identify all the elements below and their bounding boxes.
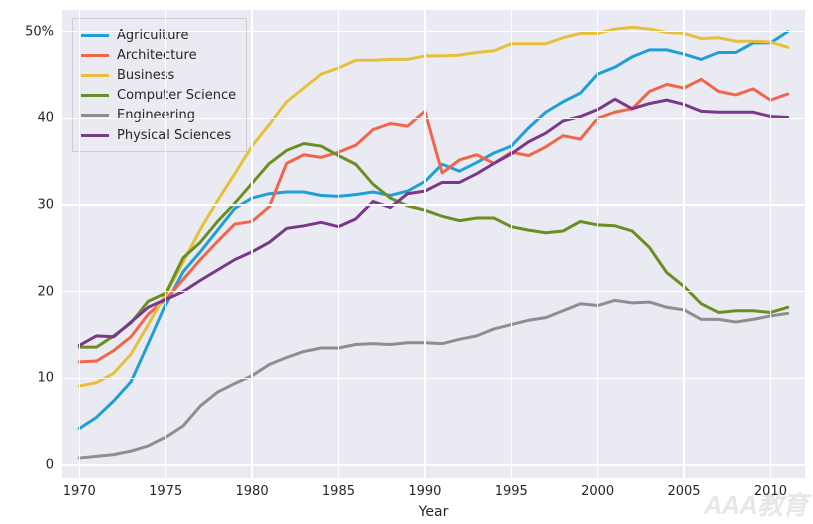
x-grid-line: [165, 10, 167, 478]
y-tick-label: 10: [37, 371, 54, 386]
x-grid-line: [338, 10, 340, 478]
series-line: [79, 300, 787, 458]
x-grid-line: [597, 10, 599, 478]
y-grid-line: [62, 118, 805, 120]
line-chart: Agriculture Architecture Business Computer …: [0, 0, 813, 524]
y-tick-label: 40: [37, 111, 54, 126]
x-tick-label: 1970: [63, 484, 96, 499]
legend-label: Architecture: [117, 48, 197, 63]
legend-item: Architecture: [81, 45, 236, 65]
x-tick-label: 1995: [495, 484, 528, 499]
x-grid-line: [79, 10, 81, 478]
x-axis-label: Year: [419, 504, 449, 520]
legend-item: Physical Sciences: [81, 125, 236, 145]
y-grid-line: [62, 291, 805, 293]
y-grid-line: [62, 31, 805, 33]
x-grid-line: [683, 10, 685, 478]
y-grid-line: [62, 378, 805, 380]
legend-item: Business: [81, 65, 236, 85]
y-grid-line: [62, 204, 805, 206]
y-grid-line: [62, 464, 805, 466]
legend: Agriculture Architecture Business Computer …: [72, 18, 247, 152]
x-tick-label: 2010: [754, 484, 787, 499]
x-tick-label: 1980: [236, 484, 269, 499]
legend-label: Agriculture: [117, 28, 189, 43]
x-grid-line: [251, 10, 253, 478]
x-grid-line: [424, 10, 426, 478]
legend-item: Engineering: [81, 105, 236, 125]
x-tick-label: 1975: [149, 484, 182, 499]
x-grid-line: [511, 10, 513, 478]
x-tick-label: 1990: [408, 484, 441, 499]
y-tick-label: 0: [46, 458, 54, 473]
legend-item: Agriculture: [81, 25, 236, 45]
x-tick-label: 1985: [322, 484, 355, 499]
legend-label: Computer Science: [117, 88, 236, 103]
x-grid-line: [770, 10, 772, 478]
legend-item: Computer Science: [81, 85, 236, 105]
x-tick-label: 2000: [581, 484, 614, 499]
legend-swatch: [81, 74, 109, 77]
legend-swatch: [81, 114, 109, 117]
x-tick-label: 2005: [667, 484, 700, 499]
legend-label: Physical Sciences: [117, 128, 231, 143]
y-tick-label: 20: [37, 284, 54, 299]
legend-swatch: [81, 94, 109, 97]
legend-swatch: [81, 34, 109, 37]
legend-swatch: [81, 134, 109, 137]
y-tick-label: 50%: [25, 24, 54, 39]
y-tick-label: 30: [37, 198, 54, 213]
legend-swatch: [81, 54, 109, 57]
legend-label: Engineering: [117, 108, 195, 123]
